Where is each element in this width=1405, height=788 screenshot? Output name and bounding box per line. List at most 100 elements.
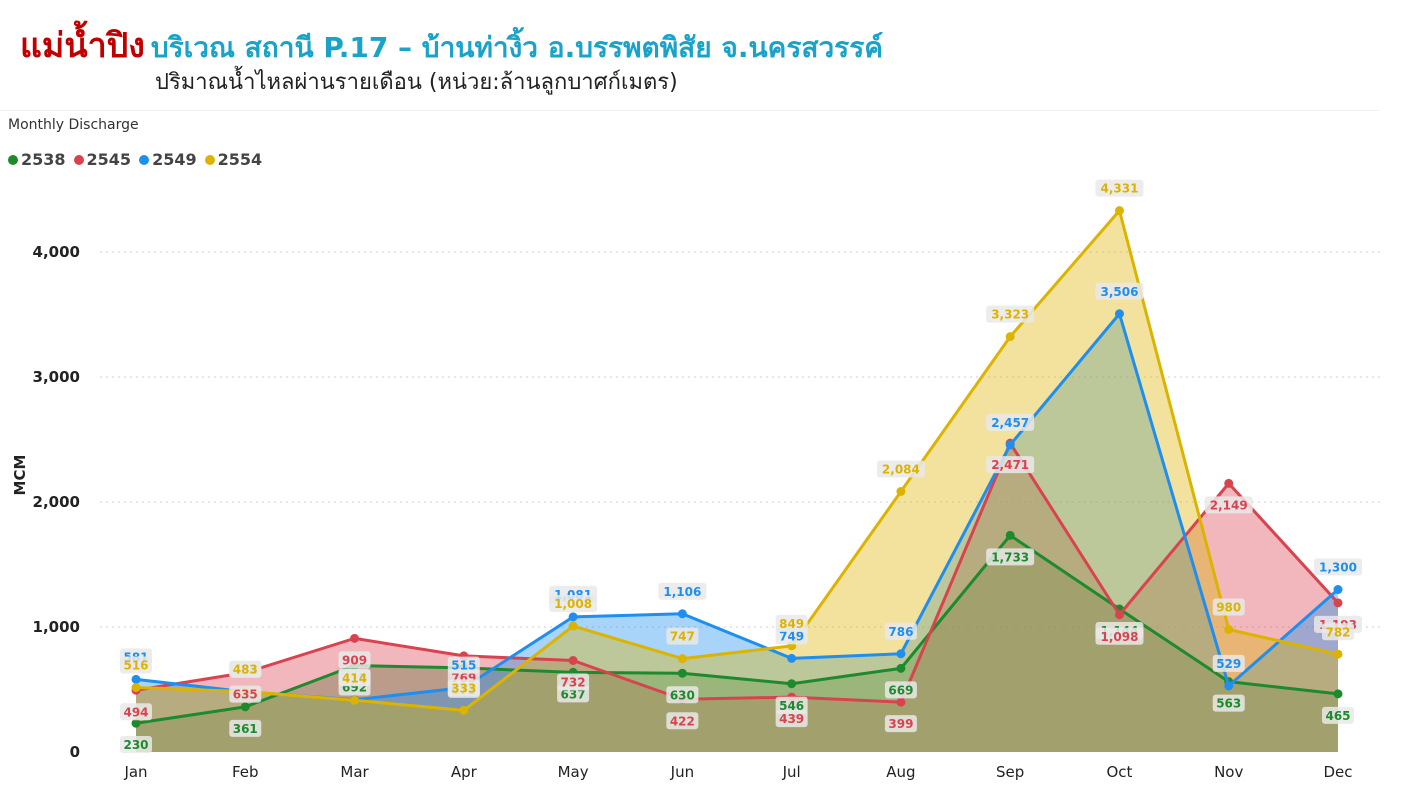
legend-item-2538[interactable]: 2538 (8, 150, 66, 169)
point-2554 (131, 683, 141, 692)
area-2554 (136, 210, 1338, 752)
data-label-bg (986, 413, 1035, 431)
data-label-2549: 1,106 (663, 585, 701, 599)
data-label-bg (986, 305, 1035, 323)
data-label-2554: 4,331 (1100, 182, 1138, 196)
legend-label-2549: 2549 (152, 150, 197, 169)
data-label-2549: 786 (888, 625, 913, 639)
point-2549 (1333, 585, 1343, 594)
data-label-bg (986, 548, 1035, 566)
data-label-2545: 422 (670, 714, 695, 728)
point-2545 (1224, 478, 1234, 488)
data-label-2538: 546 (779, 699, 804, 713)
data-label-bg (120, 703, 152, 721)
legend-item-2545[interactable]: 2545 (73, 150, 131, 169)
x-tick-label: Aug (886, 763, 915, 781)
y-axis-label: MCM (11, 455, 29, 496)
data-label-2545: 399 (888, 717, 913, 731)
area-2549 (136, 313, 1338, 752)
data-label-bg (557, 673, 590, 691)
chart-title: Monthly Discharge (8, 117, 139, 133)
data-label-2554: 3,323 (991, 308, 1029, 322)
point-2549 (787, 653, 797, 663)
legend-item-2549[interactable]: 2549 (139, 150, 197, 169)
data-label-bg (338, 669, 371, 687)
line-2554 (135, 209, 1339, 712)
data-label-2554: 1,008 (554, 597, 592, 611)
data-label-bg (1322, 706, 1354, 724)
data-label-2554: 980 (1216, 601, 1241, 615)
data-label-bg (1212, 694, 1245, 712)
data-label-bg (1204, 496, 1253, 514)
data-label-bg (338, 651, 371, 669)
data-label-bg (1314, 558, 1362, 576)
x-tick-label: Sep (996, 763, 1024, 781)
y-tick-label: 3,000 (33, 368, 80, 386)
legend-dot-2554 (204, 154, 215, 165)
data-label-2549: 515 (451, 659, 476, 673)
header-divider (0, 110, 1380, 111)
data-label-2554: 747 (670, 630, 695, 644)
point-2554 (1224, 625, 1234, 634)
point-2538 (896, 663, 906, 673)
point-2554 (1333, 649, 1343, 659)
x-tick-label: Mar (340, 763, 369, 781)
x-tick-label: Apr (451, 763, 478, 781)
point-2538 (1333, 689, 1343, 699)
data-label-2538: 1,733 (991, 550, 1029, 564)
data-label-2545: 439 (779, 712, 804, 726)
data-label-bg (666, 627, 699, 645)
data-label-bg (447, 679, 480, 697)
y-tick-label: 1,000 (33, 618, 80, 636)
point-2545 (350, 633, 360, 643)
y-tick-label: 2,000 (33, 493, 80, 511)
data-label-2549: 749 (779, 629, 804, 643)
legend-item-2554[interactable]: 2554 (204, 150, 263, 169)
legend-dot-2538 (8, 154, 18, 165)
data-label-2538: 230 (123, 738, 148, 752)
data-label-bg (229, 685, 262, 703)
data-label-bg (1212, 654, 1245, 672)
point-2538 (1005, 530, 1015, 540)
point-2549 (568, 612, 578, 622)
x-tick-label: Oct (1106, 763, 1132, 781)
data-label-bg (1095, 627, 1144, 645)
x-tick-label: May (558, 763, 589, 781)
point-2545 (896, 697, 906, 707)
data-label-bg (549, 595, 598, 612)
data-label-bg (775, 696, 808, 714)
data-label-2545: 1,098 (1100, 630, 1138, 644)
data-label-2554: 2,084 (882, 463, 920, 477)
point-2549 (677, 609, 687, 619)
x-tick-label: Feb (232, 763, 259, 781)
data-label-2538: 637 (561, 687, 586, 701)
y-tick-label: 0 (70, 743, 80, 761)
area-2538 (136, 535, 1338, 752)
area-2545 (136, 443, 1338, 752)
data-label-bg (876, 460, 925, 478)
data-label-bg (447, 656, 480, 674)
point-2538 (131, 718, 141, 728)
data-label-bg (1095, 179, 1144, 197)
point-2549 (896, 649, 906, 659)
legend-label-2554: 2554 (217, 150, 263, 169)
x-tick-label: Jul (782, 763, 801, 781)
point-2549 (1005, 440, 1015, 450)
data-label-2545: 909 (342, 653, 367, 667)
point-2554 (459, 705, 469, 715)
title-river-name: แม่น้ำปิง (20, 26, 145, 66)
point-2545 (1114, 610, 1124, 620)
data-label-bg (666, 712, 699, 730)
point-2545 (568, 656, 578, 665)
data-label-2545: 494 (123, 705, 148, 719)
data-label-2538: 669 (888, 683, 913, 697)
point-2554 (568, 621, 578, 631)
data-label-2554: 483 (233, 663, 258, 677)
data-label-bg (229, 719, 262, 737)
data-label-2549: 2,457 (991, 416, 1029, 430)
legend-dot-2549 (139, 154, 150, 165)
point-2554 (896, 487, 906, 496)
data-label-bg (120, 736, 152, 753)
line-2545 (135, 441, 1340, 704)
data-label-2554: 782 (1325, 625, 1350, 639)
